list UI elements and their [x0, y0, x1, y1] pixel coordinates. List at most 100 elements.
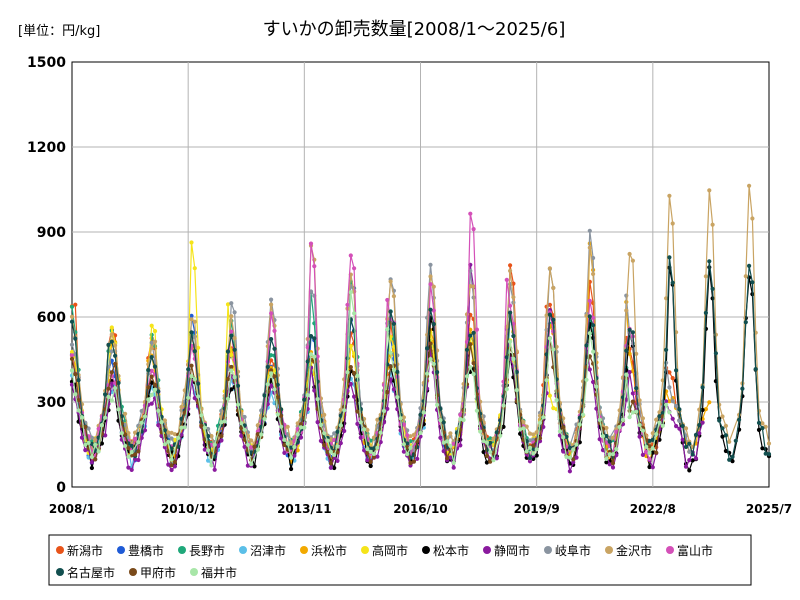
data-point [650, 450, 655, 455]
data-point [527, 445, 533, 450]
data-point [89, 435, 94, 440]
data-point [199, 413, 204, 418]
data-point [657, 414, 662, 419]
data-point [322, 412, 327, 417]
data-point [557, 429, 563, 434]
data-point [478, 417, 483, 422]
data-point [378, 440, 383, 445]
data-point [610, 435, 616, 440]
data-point [766, 452, 772, 457]
data-point [537, 439, 543, 444]
data-point [232, 375, 237, 380]
data-point [345, 302, 350, 307]
data-point [481, 428, 486, 433]
data-point [242, 427, 247, 432]
data-point [113, 343, 118, 348]
data-point [584, 313, 589, 318]
data-point [614, 453, 619, 458]
data-point [126, 446, 131, 451]
legend-marker [483, 546, 491, 554]
data-point [727, 439, 732, 444]
data-point [322, 431, 327, 436]
data-point [703, 310, 709, 315]
data-point [544, 378, 549, 383]
data-point [634, 386, 639, 391]
data-point [514, 388, 519, 393]
data-point [285, 441, 290, 446]
data-point [368, 446, 373, 451]
data-point [232, 336, 237, 341]
data-point [255, 423, 260, 428]
data-point [488, 450, 493, 455]
data-point [305, 345, 310, 350]
data-point [146, 397, 151, 402]
data-point [348, 253, 353, 258]
data-point [438, 435, 443, 440]
data-point [600, 448, 606, 453]
data-point [680, 437, 685, 442]
x-tick-label: 2008/1 [49, 502, 95, 516]
data-point [484, 460, 489, 465]
legend-label: 松本市 [433, 543, 469, 558]
data-point [378, 430, 383, 435]
data-point [720, 426, 725, 431]
data-point [664, 296, 669, 301]
data-point [298, 435, 304, 440]
data-point [561, 435, 566, 440]
y-tick-label: 1200 [27, 140, 66, 156]
data-point [152, 339, 158, 344]
data-point [76, 398, 81, 403]
data-point [630, 330, 636, 335]
data-point [192, 349, 197, 354]
data-point [508, 268, 513, 273]
data-point [269, 297, 274, 302]
data-point [99, 441, 104, 446]
data-point [292, 444, 297, 450]
data-point [687, 458, 692, 463]
data-point [73, 372, 78, 377]
data-point [295, 448, 300, 453]
data-point [312, 264, 317, 269]
data-point [677, 426, 682, 431]
data-point [76, 378, 81, 383]
data-point [355, 373, 360, 378]
data-point [358, 420, 363, 425]
data-point [279, 413, 284, 418]
data-point [518, 427, 523, 432]
data-point [338, 413, 343, 418]
x-tick-label: 2019/9 [514, 502, 560, 516]
data-point [630, 369, 636, 374]
data-point [647, 444, 652, 449]
data-point [720, 434, 725, 439]
data-point [700, 407, 705, 413]
data-point [687, 449, 692, 454]
data-point [106, 342, 111, 347]
data-point [683, 464, 689, 469]
data-point [79, 415, 85, 420]
data-point [342, 408, 347, 413]
data-point [627, 251, 632, 257]
data-point [149, 401, 154, 406]
data-point [710, 222, 715, 227]
data-point [488, 440, 493, 445]
legend-marker [666, 546, 674, 554]
unit-label: [単位：円/kg] [18, 23, 100, 39]
data-point [687, 468, 692, 473]
legend-marker [56, 568, 64, 576]
data-point [766, 441, 772, 446]
data-point [255, 432, 260, 437]
data-point [591, 255, 596, 261]
data-point [242, 414, 247, 420]
data-point [541, 415, 546, 420]
data-point [232, 310, 237, 315]
data-point [747, 183, 752, 188]
data-point [531, 451, 536, 456]
legend-marker [605, 546, 613, 554]
data-point [126, 465, 131, 470]
data-point [481, 439, 486, 444]
data-point [527, 438, 533, 443]
data-point [272, 346, 277, 351]
data-point [667, 193, 672, 198]
data-point [269, 358, 274, 363]
